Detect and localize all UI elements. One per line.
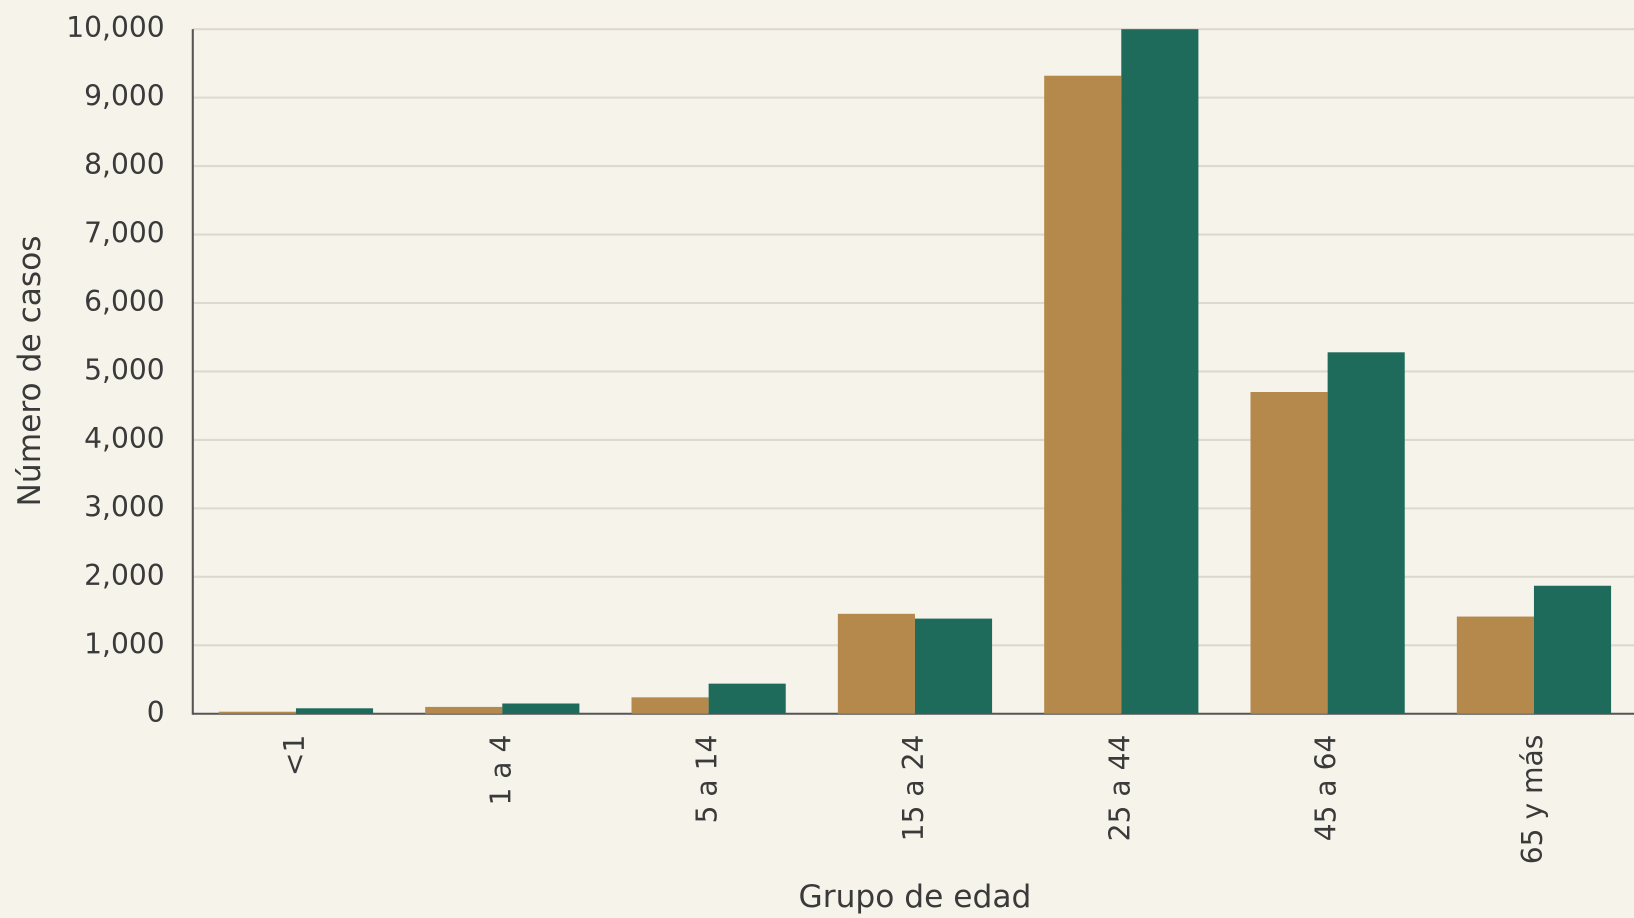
x-axis-title: Grupo de edad [799,879,1032,915]
y-tick-label: 2,000 [84,559,165,592]
bar [837,613,915,714]
y-tick-label: 5,000 [84,353,165,386]
bar [502,703,580,714]
bar [1456,616,1534,714]
x-tick-label: 25 a 44 [1103,735,1136,842]
y-axis-title: Número de casos [12,235,48,506]
bar [1327,352,1405,714]
y-tick-label: 8,000 [84,148,165,181]
x-tick-label: <1 [278,735,311,776]
bar [1044,75,1122,714]
bar [708,683,786,714]
x-tick-label: 1 a 4 [484,735,517,806]
x-tick-label: 45 a 64 [1310,735,1343,842]
y-tick-label: 3,000 [84,490,165,523]
x-tick-label: 15 a 24 [897,735,930,842]
bar [1250,392,1328,714]
x-tick-label: 65 y más [1516,735,1549,865]
bar [218,711,296,714]
x-tick-label: 5 a 14 [691,735,724,824]
y-tick-label: 10,000 [66,11,164,44]
y-tick-label: 7,000 [84,217,165,250]
bar [1121,29,1199,714]
bar [1533,585,1612,714]
y-tick-label: 1,000 [84,627,165,660]
bar [914,618,993,714]
y-tick-label: 0 [147,696,165,729]
y-tick-label: 4,000 [84,422,165,455]
bars [218,29,1612,714]
bar [631,697,709,714]
bar [425,706,503,714]
bar [295,708,374,714]
y-tick-label: 9,000 [84,80,165,113]
y-tick-label: 6,000 [84,285,165,318]
